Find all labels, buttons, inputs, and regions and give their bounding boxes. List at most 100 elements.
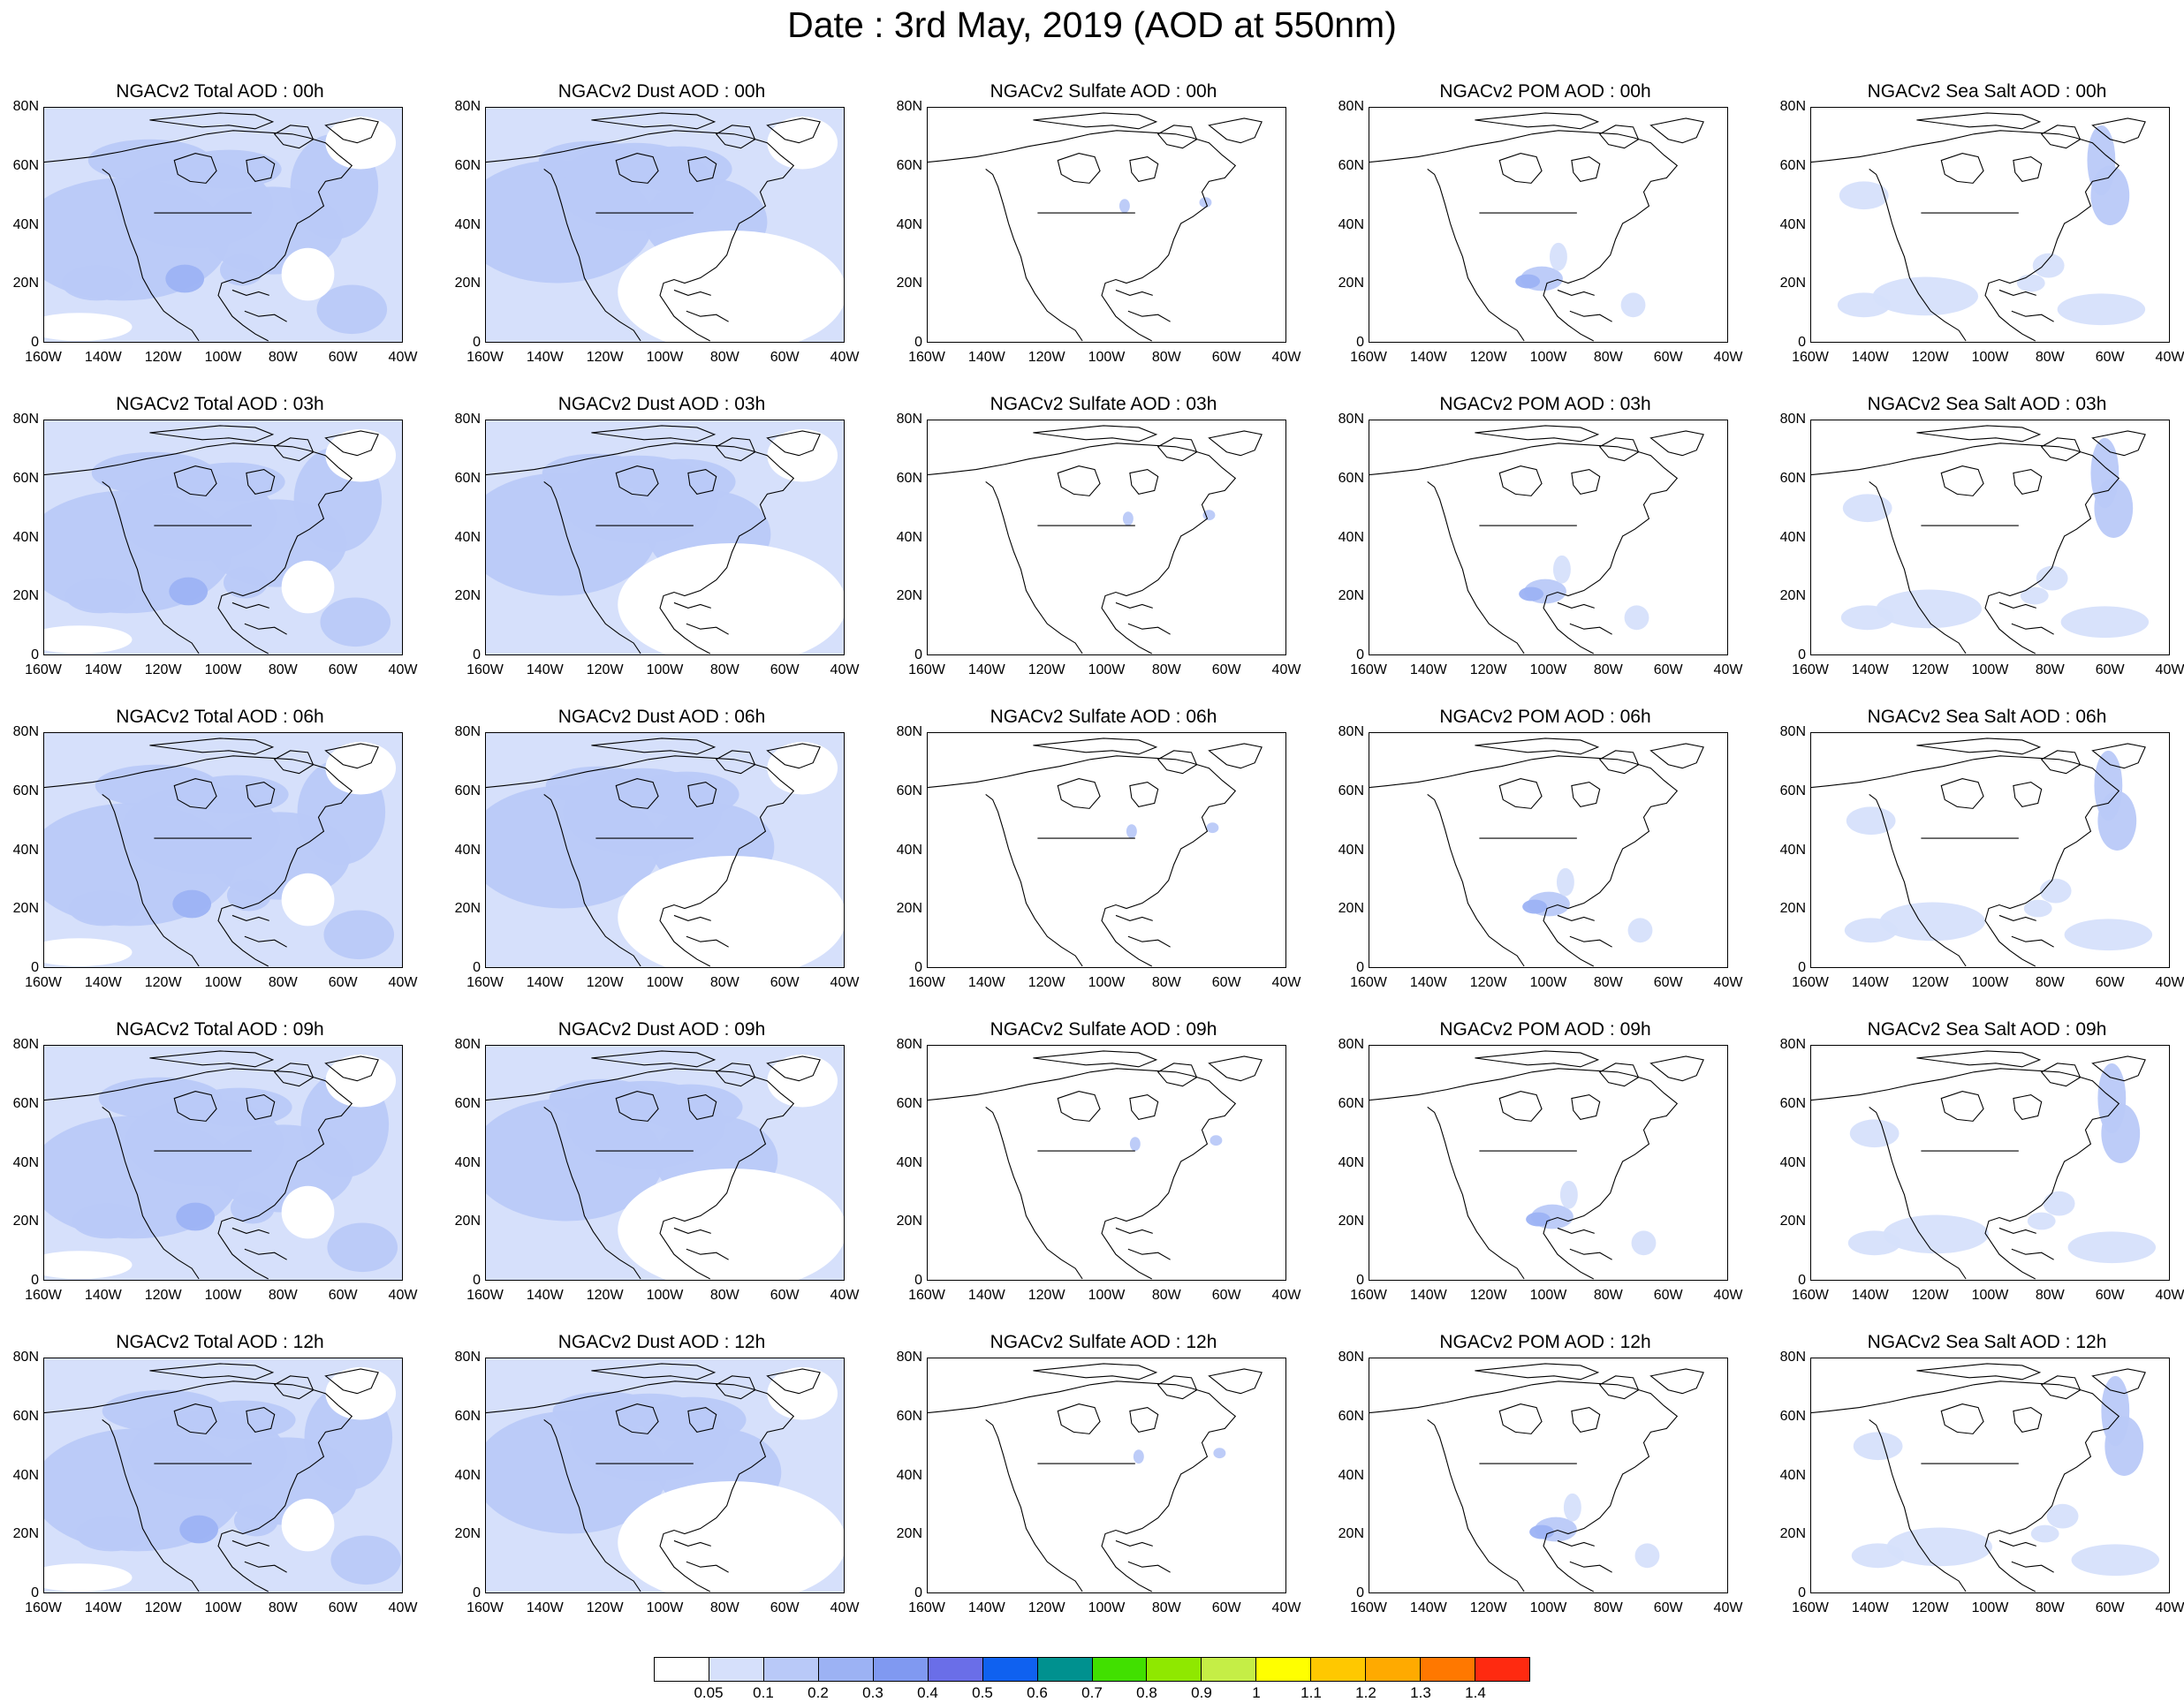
lat-tick-label: 60N <box>1779 470 1806 486</box>
lon-tick-label: 100W <box>1971 1600 2009 1615</box>
lat-tick-label: 40N <box>1338 1467 1364 1483</box>
map-panel-seasalt-row0: NGACv2 Sea Salt AOD : 00h 80N 60N 40N 20N 0 16… <box>1767 80 2184 394</box>
lat-tick-label: 20N <box>12 1526 39 1542</box>
aod-map <box>927 420 1286 655</box>
panel-title: NGACv2 Sulfate AOD : 12h <box>990 1332 1217 1352</box>
colorbar-label: 1 <box>1252 1684 1261 1701</box>
lat-tick-label: 0 <box>914 1585 922 1600</box>
lon-tick-label: 60W <box>1211 1288 1241 1303</box>
lat-tick-label: 60N <box>454 783 481 798</box>
lon-tick-label: 60W <box>2095 1600 2125 1615</box>
panel-title: NGACv2 Sea Salt AOD : 00h <box>1867 81 2107 102</box>
lon-tick-label: 120W <box>1469 1288 1507 1303</box>
lon-tick-label: 80W <box>1593 975 1623 990</box>
lon-tick-label: 100W <box>1088 350 1126 365</box>
lat-tick-label: 40N <box>12 216 39 232</box>
colorbar-swatch <box>709 1658 764 1681</box>
lat-tick-label: 0 <box>914 335 922 350</box>
lon-tick-label: 140W <box>1851 662 1889 677</box>
lon-tick-label: 160W <box>1350 1288 1387 1303</box>
lat-tick-label: 60N <box>1338 783 1364 798</box>
lat-tick-label: 20N <box>454 588 481 604</box>
lon-tick-label: 100W <box>204 350 242 365</box>
lat-tick-label: 20N <box>1779 588 1806 604</box>
lon-tick-label: 80W <box>2035 1600 2065 1615</box>
lon-tick-label: 140W <box>967 975 1005 990</box>
lat-tick-label: 80N <box>454 1350 481 1365</box>
colorbar-swatch <box>1092 1658 1148 1681</box>
lon-tick-label: 160W <box>1792 662 1829 677</box>
lon-tick-label: 120W <box>1469 662 1507 677</box>
lon-tick-label: 160W <box>1792 1288 1829 1303</box>
map-panel-pom-row0: NGACv2 POM AOD : 00h 80N 60N 40N 20N 0 160W 140… <box>1325 80 1765 394</box>
lat-tick-label: 0 <box>473 1273 481 1288</box>
lon-tick-label: 40W <box>830 1600 860 1615</box>
lon-tick-label: 40W <box>388 1288 418 1303</box>
lat-tick-label: 0 <box>31 1273 39 1288</box>
lat-tick-label: 60N <box>12 1095 39 1111</box>
lon-tick-label: 140W <box>84 1288 122 1303</box>
lon-tick-label: 60W <box>1211 662 1241 677</box>
lat-tick-label: 40N <box>896 1467 922 1483</box>
lat-tick-label: 0 <box>1798 1585 1806 1600</box>
colorbar-swatch <box>763 1658 819 1681</box>
map-panel-pom-row3: NGACv2 POM AOD : 09h 80N 60N 40N 20N 0 160W 140… <box>1325 1018 1765 1332</box>
lat-tick-label: 20N <box>1338 588 1364 604</box>
lon-tick-label: 40W <box>388 1600 418 1615</box>
lon-tick-label: 60W <box>1653 350 1683 365</box>
map-panel-sulfate-row1: NGACv2 Sulfate AOD : 03h 80N 60N 40N 20N 0 160… <box>883 393 1323 707</box>
lon-tick-label: 60W <box>770 350 800 365</box>
lat-tick-label: 0 <box>473 960 481 975</box>
lon-tick-label: 80W <box>1151 662 1181 677</box>
lon-tick-label: 160W <box>466 1600 504 1615</box>
lat-tick-label: 80N <box>1338 412 1364 427</box>
lat-tick-label: 40N <box>1338 216 1364 232</box>
lon-tick-label: 60W <box>770 975 800 990</box>
colorbar-label: 0.2 <box>808 1684 829 1701</box>
lat-tick-label: 20N <box>12 276 39 291</box>
lat-tick-label: 40N <box>1779 1467 1806 1483</box>
lat-tick-label: 80N <box>1338 1037 1364 1052</box>
aod-map <box>43 1045 403 1281</box>
lon-tick-label: 60W <box>1211 350 1241 365</box>
lon-tick-label: 60W <box>2095 350 2125 365</box>
lon-tick-label: 40W <box>1713 1288 1743 1303</box>
lon-tick-label: 160W <box>1792 975 1829 990</box>
panel-title: NGACv2 Total AOD : 09h <box>116 1019 324 1040</box>
lon-tick-label: 100W <box>646 975 684 990</box>
lat-tick-label: 80N <box>896 724 922 739</box>
lat-tick-label: 80N <box>12 412 39 427</box>
lon-tick-label: 100W <box>1971 350 2009 365</box>
lon-tick-label: 120W <box>1911 1288 1949 1303</box>
lon-tick-label: 140W <box>526 662 564 677</box>
colorbar-swatch <box>928 1658 983 1681</box>
lon-tick-label: 60W <box>2095 662 2125 677</box>
lon-tick-label: 160W <box>25 1288 62 1303</box>
map-panel-total-row3: NGACv2 Total AOD : 09h 80N 60N 40N 20N 0 160W 1… <box>0 1018 440 1332</box>
aod-map <box>485 107 845 343</box>
lat-tick-label: 20N <box>12 901 39 917</box>
lon-tick-label: 140W <box>1409 975 1447 990</box>
panel-title: NGACv2 Sea Salt AOD : 12h <box>1867 1332 2107 1352</box>
lon-tick-label: 60W <box>328 662 358 677</box>
map-panel-total-row2: NGACv2 Total AOD : 06h 80N 60N 40N 20N 0 160W 1… <box>0 706 440 1019</box>
map-panel-sulfate-row3: NGACv2 Sulfate AOD : 09h 80N 60N 40N 20N 0 160… <box>883 1018 1323 1332</box>
lat-tick-label: 0 <box>473 647 481 662</box>
lat-tick-label: 40N <box>454 1467 481 1483</box>
colorbar-label: 0.4 <box>917 1684 938 1701</box>
lon-tick-label: 160W <box>1792 350 1829 365</box>
lon-tick-label: 80W <box>268 1600 298 1615</box>
lat-tick-label: 60N <box>454 470 481 486</box>
lon-tick-label: 100W <box>204 662 242 677</box>
lon-tick-label: 40W <box>388 350 418 365</box>
aod-map <box>485 732 845 968</box>
lon-tick-label: 160W <box>25 350 62 365</box>
lat-tick-label: 0 <box>31 647 39 662</box>
aod-map <box>43 1358 403 1593</box>
lat-tick-label: 40N <box>454 529 481 545</box>
lat-tick-label: 60N <box>896 470 922 486</box>
colorbar-swatch <box>873 1658 929 1681</box>
lon-tick-label: 160W <box>908 1600 945 1615</box>
lon-tick-label: 120W <box>1028 975 1065 990</box>
panel-title: NGACv2 Total AOD : 00h <box>116 81 324 102</box>
